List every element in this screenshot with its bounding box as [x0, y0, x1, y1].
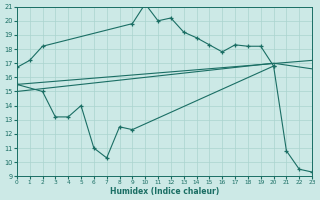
X-axis label: Humidex (Indice chaleur): Humidex (Indice chaleur) — [110, 187, 219, 196]
